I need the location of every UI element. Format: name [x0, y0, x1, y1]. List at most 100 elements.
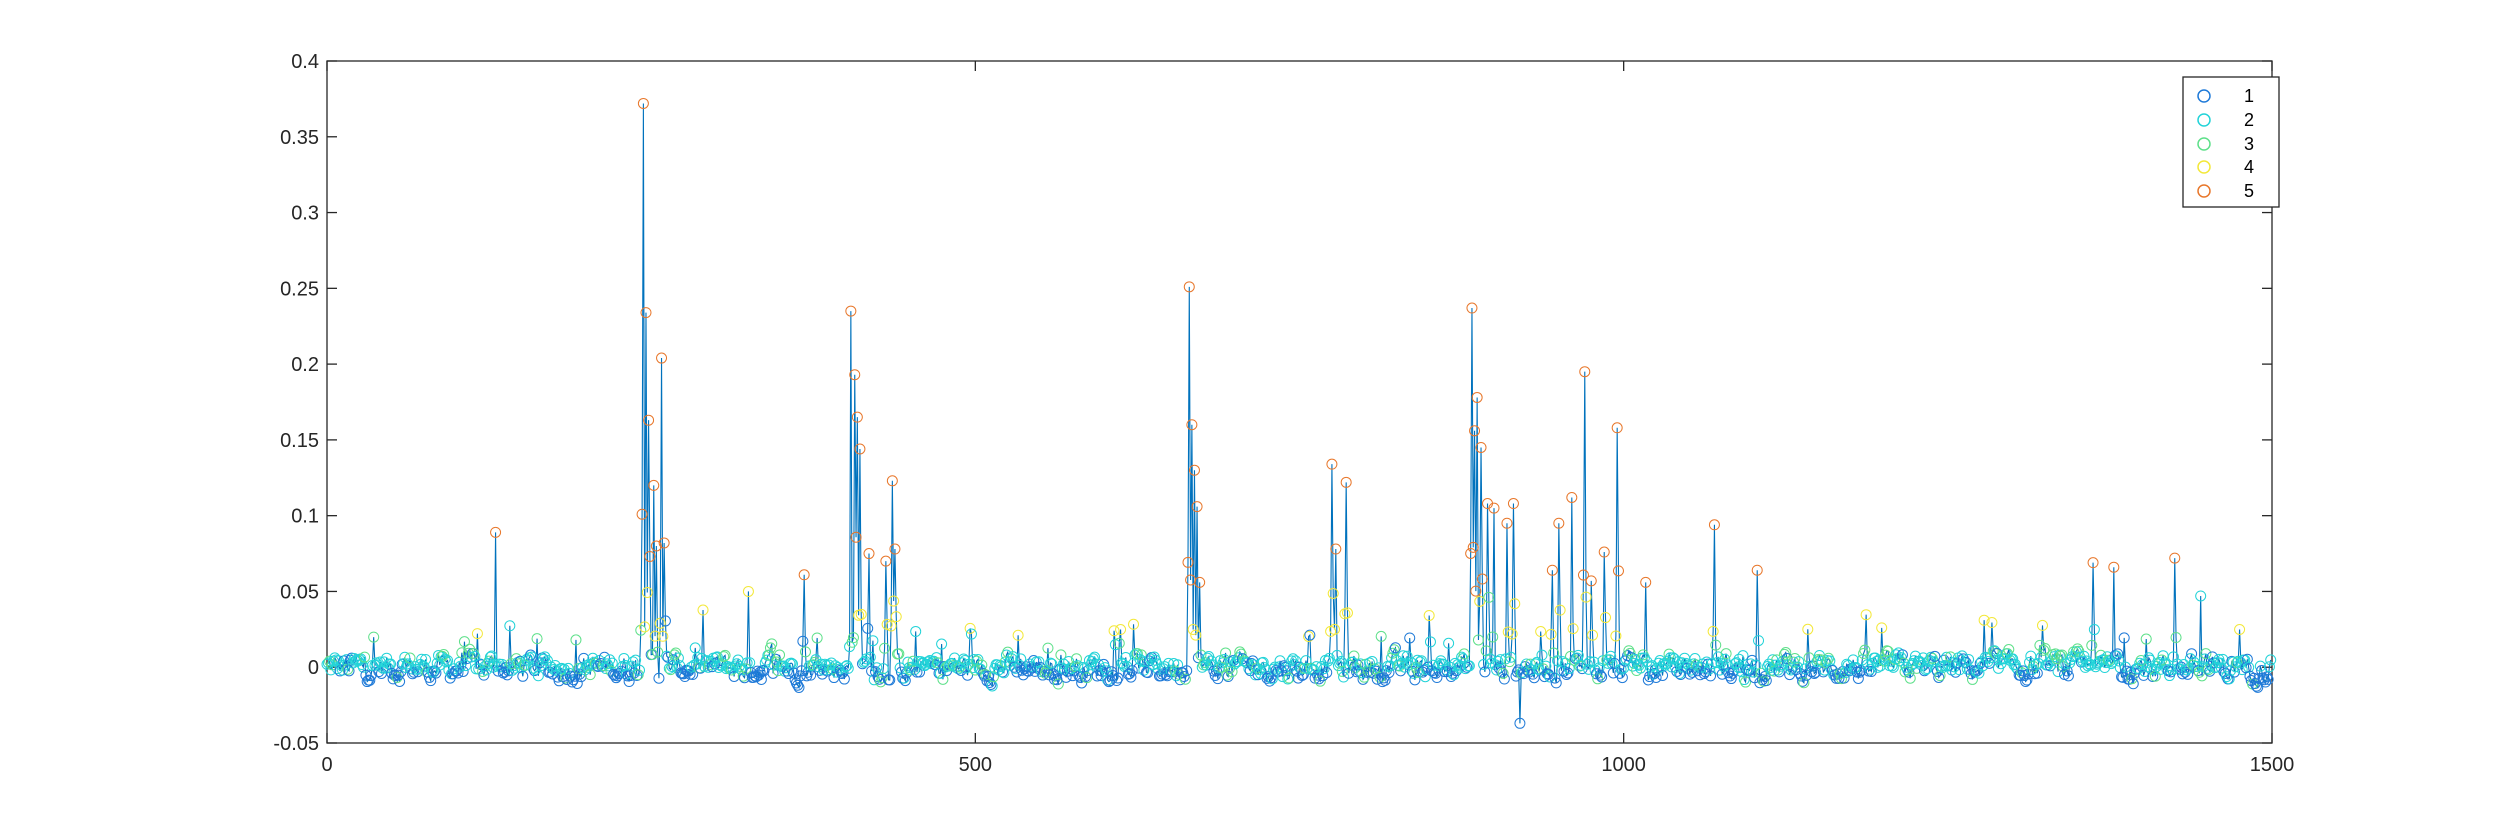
- data-point: [2195, 590, 2207, 602]
- data-point: [1400, 657, 1412, 669]
- data-point: [952, 663, 964, 675]
- data-point: [876, 672, 888, 684]
- data-point: [1081, 672, 1093, 684]
- data-point: [2167, 651, 2179, 663]
- data-point: [827, 663, 839, 675]
- data-point: [648, 479, 660, 491]
- data-point: [636, 508, 648, 520]
- data-point: [1393, 660, 1405, 672]
- data-point: [1649, 667, 1661, 679]
- data-point: [884, 674, 896, 686]
- y-tick-label: 0.35: [280, 127, 319, 149]
- data-point: [1348, 650, 1360, 662]
- data-point: [1242, 657, 1254, 669]
- data-point: [1725, 673, 1737, 685]
- data-point: [2056, 649, 2068, 661]
- data-point: [2250, 680, 2262, 692]
- data-point: [1304, 629, 1316, 641]
- data-point: [1740, 676, 1752, 688]
- data-point: [1491, 664, 1503, 676]
- y-tick-label: 0.1: [291, 506, 319, 528]
- data-point: [1371, 673, 1383, 685]
- data-point: [2214, 657, 2226, 669]
- data-point: [1194, 576, 1206, 588]
- data-point: [561, 674, 573, 685]
- data-point: [321, 658, 333, 670]
- data-point: [2253, 673, 2265, 685]
- data-point: [1815, 654, 1827, 666]
- data-point: [1463, 660, 1475, 672]
- legend-label-4: 4: [2244, 157, 2254, 177]
- data-point: [1563, 662, 1575, 674]
- data-point: [1347, 656, 1359, 668]
- data-point: [1581, 658, 1593, 670]
- data-point: [1562, 667, 1574, 679]
- data-point: [2260, 676, 2272, 688]
- legend-label-5: 5: [2244, 181, 2254, 201]
- legend: 1 2 3 4 5: [2182, 76, 2280, 208]
- legend-label-3: 3: [2244, 134, 2254, 154]
- data-point: [1838, 672, 1850, 684]
- data-point: [1388, 644, 1400, 656]
- data-point: [679, 671, 691, 683]
- data-point: [1705, 670, 1717, 682]
- data-point: [1423, 609, 1435, 621]
- data-point: [2108, 561, 2120, 573]
- data-point: [666, 660, 678, 672]
- data-point: [1443, 637, 1455, 649]
- data-point: [718, 651, 730, 663]
- data-point: [630, 654, 642, 666]
- data-point: [1437, 658, 1449, 670]
- data-point: [1471, 391, 1483, 403]
- data-point: [1111, 675, 1123, 687]
- data-point: [1933, 672, 1945, 683]
- data-point: [1309, 672, 1321, 684]
- data-point: [2241, 653, 2253, 665]
- data-point: [1618, 662, 1630, 674]
- data-point: [1488, 502, 1500, 514]
- data-point: [893, 648, 905, 660]
- data-point: [2135, 654, 2147, 666]
- data-point: [1510, 670, 1522, 682]
- data-point: [1016, 664, 1028, 676]
- data-point: [1646, 660, 1658, 672]
- data-point: [1321, 667, 1333, 679]
- data-point: [964, 622, 976, 634]
- data-point: [1702, 658, 1714, 670]
- legend-item-3: 3: [2197, 134, 2254, 154]
- data-point: [984, 676, 996, 688]
- data-point: [1326, 458, 1338, 470]
- data-point: [378, 656, 390, 668]
- data-point: [1753, 635, 1765, 647]
- data-point: [1755, 667, 1767, 679]
- data-point: [458, 636, 470, 648]
- data-point: [2020, 675, 2032, 687]
- data-point: [1283, 672, 1295, 684]
- data-point: [2201, 662, 2213, 674]
- data-point: [2170, 632, 2182, 644]
- y-tick-label: 0.15: [280, 430, 319, 452]
- data-point: [1960, 657, 1972, 669]
- data-point: [729, 660, 741, 672]
- data-point: [846, 636, 858, 648]
- data-point: [368, 631, 380, 643]
- data-point: [2081, 655, 2093, 667]
- data-point: [1467, 541, 1479, 553]
- data-point: [1042, 642, 1054, 654]
- data-point: [447, 668, 459, 680]
- data-point: [1720, 648, 1732, 660]
- data-point: [1218, 653, 1230, 665]
- data-point: [2182, 668, 2194, 680]
- data-point: [1287, 653, 1299, 665]
- data-point: [2254, 660, 2266, 672]
- data-point: [2084, 659, 2096, 671]
- data-point: [2117, 671, 2129, 683]
- data-point: [364, 674, 376, 686]
- data-point: [1303, 631, 1315, 642]
- data-point: [457, 665, 469, 677]
- data-point: [649, 630, 661, 642]
- data-point: [658, 537, 670, 549]
- data-point: [915, 656, 927, 668]
- x-axis: 0 500 1000 1500: [321, 61, 2294, 776]
